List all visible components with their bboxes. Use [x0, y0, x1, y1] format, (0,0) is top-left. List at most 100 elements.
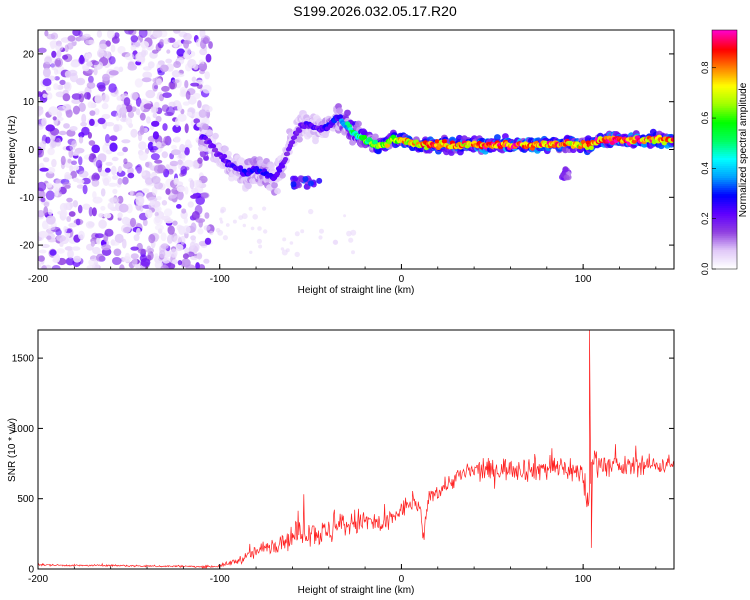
noise-blob [45, 182, 53, 188]
noise-blob [68, 211, 76, 217]
noise-blob [76, 184, 84, 189]
noise-blob [200, 192, 210, 199]
noise-blob [154, 159, 163, 164]
noise-blob [171, 149, 181, 156]
noise-blob [63, 225, 68, 233]
colorbar-swatch [712, 37, 737, 41]
noise-speck [250, 226, 255, 231]
noise-blob [45, 190, 55, 201]
noise-blob [102, 144, 108, 153]
page-title: S199.2026.032.05.17.R20 [293, 3, 457, 19]
noise-blob [177, 113, 187, 122]
noise-blob [95, 159, 103, 169]
noise-blob [177, 190, 184, 201]
noise-blob [162, 92, 172, 98]
noise-blob [47, 147, 55, 156]
colorbar-swatch [712, 141, 737, 145]
noise-blob [80, 121, 87, 127]
noise-blob [191, 76, 197, 83]
colorbar-swatch [712, 239, 737, 242]
noise-blob [166, 49, 171, 54]
noise-blob [81, 113, 87, 124]
noise-blob [60, 155, 66, 166]
noise-blob [187, 201, 194, 208]
noise-blob [112, 188, 118, 194]
noise-blob [174, 73, 185, 78]
noise-blob [172, 220, 178, 226]
noise-speck [252, 214, 258, 220]
noise-blob [179, 143, 186, 153]
noise-blob [38, 106, 44, 116]
noise-blob [78, 102, 86, 113]
colorbar-swatch [712, 101, 737, 105]
colorbar-swatch [712, 49, 737, 53]
noise-blob [108, 182, 118, 187]
noise-blob [62, 181, 71, 188]
colorbar-swatch [712, 77, 737, 81]
noise-blob [72, 150, 80, 156]
noise-blob [53, 83, 59, 91]
trace-halo-blob [206, 129, 213, 136]
noise-blob [163, 136, 169, 144]
noise-blob [114, 233, 124, 244]
colorbar-swatch [712, 57, 737, 61]
noise-blob [71, 160, 77, 166]
noise-blob [70, 61, 80, 68]
noise-blob [145, 209, 153, 219]
noise-blob [180, 235, 186, 245]
noise-blob [173, 136, 181, 143]
noise-blob [101, 113, 111, 120]
noise-blob [101, 175, 112, 184]
noise-blob [163, 208, 173, 217]
colorbar-strip [712, 30, 737, 270]
noise-blob [112, 257, 122, 265]
noise-blob [139, 125, 145, 135]
noise-blob [78, 136, 84, 144]
colorbar-swatch [712, 75, 737, 79]
noise-blob [145, 89, 156, 99]
noise-blob [171, 79, 180, 84]
noise-blob [63, 82, 70, 90]
noise-blob [183, 159, 194, 168]
noise-blob [101, 102, 109, 110]
noise-blob [92, 246, 101, 255]
noise-blob [41, 244, 50, 248]
spectrogram-y-label: Frequency (Hz) [7, 116, 18, 185]
noise-blob [176, 204, 182, 209]
colorbar-swatch [712, 233, 737, 236]
noise-blob [182, 225, 191, 234]
colorbar-swatch [712, 199, 737, 202]
noise-blob [51, 265, 61, 269]
noise-speck [350, 229, 357, 236]
noise-blob [204, 105, 213, 113]
colorbar-swatch [712, 195, 737, 198]
y-tick-label: 1500 [12, 354, 35, 365]
colorbar-swatch [712, 229, 737, 232]
noise-blob [75, 218, 81, 226]
y-tick-label: 20 [23, 49, 35, 60]
noise-blob [39, 167, 49, 172]
noise-blob [96, 253, 105, 262]
noise-blob [85, 221, 95, 229]
colorbar-swatch [712, 189, 737, 192]
noise-blob [165, 188, 171, 195]
noise-blob [151, 146, 159, 151]
noise-blob [164, 111, 174, 117]
colorbar-swatch [712, 259, 737, 262]
noise-blob [82, 203, 91, 210]
colorbar-swatch [712, 41, 737, 45]
colorbar-swatch [712, 231, 737, 234]
trace-halo-blob [296, 136, 303, 143]
trace-halo-blob [355, 120, 362, 128]
colorbar-swatch [712, 113, 737, 117]
noise-blob [87, 101, 95, 109]
noise-blob [117, 177, 123, 185]
noise-blob [72, 105, 80, 115]
noise-blob [81, 126, 90, 136]
noise-blob [159, 39, 165, 45]
noise-blob [82, 65, 90, 72]
trace-core-blob [588, 145, 594, 150]
colorbar-swatch [712, 227, 737, 230]
trace-halo-blob [279, 172, 286, 179]
noise-blob [82, 184, 88, 195]
